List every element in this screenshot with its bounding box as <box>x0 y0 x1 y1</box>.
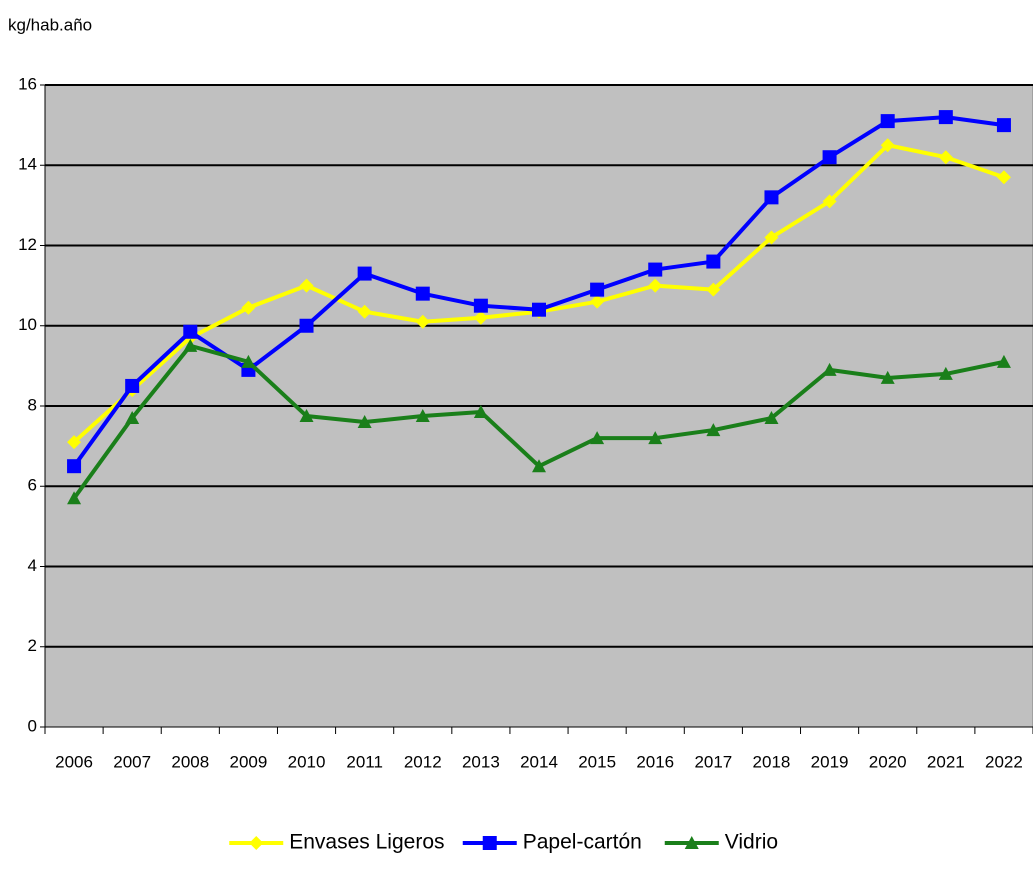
x-tick-label: 2006 <box>55 752 93 771</box>
x-tick-label: 2016 <box>636 752 674 771</box>
legend-label: Papel-cartón <box>523 831 642 854</box>
point <box>880 114 895 129</box>
y-tick-label: 2 <box>28 636 37 655</box>
point <box>590 294 605 309</box>
point <box>822 194 837 209</box>
y-tick-label: 0 <box>28 716 37 735</box>
y-tick-label: 10 <box>18 315 37 334</box>
point <box>67 459 82 474</box>
x-tick-label: 2008 <box>171 752 209 771</box>
point <box>590 282 605 297</box>
legend-marker <box>249 836 264 850</box>
point <box>415 409 430 423</box>
x-tick-label: 2012 <box>404 752 442 771</box>
x-tick-label: 2022 <box>985 752 1023 771</box>
point <box>880 370 895 384</box>
point <box>67 435 82 450</box>
point <box>996 118 1011 133</box>
y-tick-label: 4 <box>28 556 37 575</box>
x-tick-label: 2007 <box>113 752 151 771</box>
point <box>299 409 314 423</box>
point <box>473 310 488 325</box>
x-tick-label: 2015 <box>578 752 616 771</box>
point <box>125 378 140 393</box>
point <box>532 459 546 473</box>
x-tick-label: 2017 <box>694 752 732 771</box>
point <box>241 300 256 315</box>
x-tick-label: 2020 <box>869 752 907 771</box>
y-tick-label: 12 <box>18 235 37 254</box>
point <box>125 411 140 425</box>
point <box>357 304 372 319</box>
point <box>590 431 605 445</box>
point <box>938 366 953 380</box>
point <box>299 318 314 333</box>
point <box>415 314 430 329</box>
point <box>648 262 663 277</box>
point <box>822 362 837 376</box>
legend-label: Vidrio <box>725 831 778 854</box>
point <box>996 170 1011 185</box>
point <box>357 266 372 281</box>
point <box>183 324 198 339</box>
point <box>648 431 663 445</box>
y-tick-label: 16 <box>18 74 37 93</box>
point <box>532 302 546 317</box>
point <box>880 138 895 153</box>
point <box>357 415 372 429</box>
point <box>241 354 256 368</box>
y-axis-label: kg/hab.año <box>8 15 92 34</box>
x-tick-label: 2009 <box>229 752 267 771</box>
point <box>996 354 1011 368</box>
x-tick-label: 2010 <box>288 752 326 771</box>
point <box>764 411 779 425</box>
point <box>183 338 198 352</box>
point <box>473 298 488 313</box>
point <box>764 190 779 205</box>
x-tick-label: 2019 <box>811 752 849 771</box>
point <box>938 150 953 165</box>
point <box>299 278 314 293</box>
y-tick-label: 6 <box>28 476 37 495</box>
point <box>706 254 721 269</box>
point <box>648 278 663 293</box>
x-tick-label: 2018 <box>753 752 791 771</box>
x-tick-label: 2013 <box>462 752 500 771</box>
legend-label: Envases Ligeros <box>289 831 444 854</box>
point <box>764 230 779 245</box>
point <box>706 423 721 437</box>
x-tick-label: 2021 <box>927 752 965 771</box>
x-tick-label: 2011 <box>346 752 383 771</box>
point <box>415 286 430 301</box>
y-tick-label: 8 <box>28 395 37 414</box>
legend-marker <box>482 836 497 850</box>
y-tick-label: 14 <box>18 155 37 174</box>
point <box>67 491 82 505</box>
point <box>822 150 837 165</box>
point <box>938 110 953 125</box>
x-tick-label: 2014 <box>520 752 558 771</box>
point <box>473 405 488 419</box>
legend-marker <box>684 836 699 849</box>
point <box>706 282 721 297</box>
